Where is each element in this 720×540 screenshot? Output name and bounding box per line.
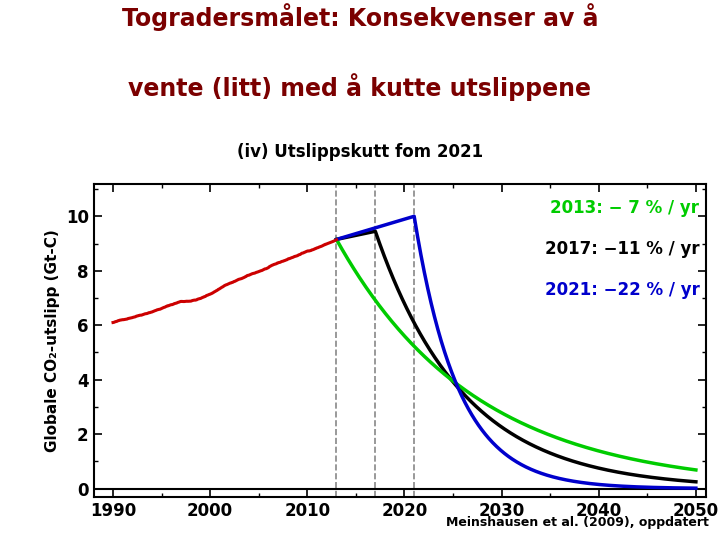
Text: 2013: − 7 % / yr: 2013: − 7 % / yr bbox=[551, 199, 700, 217]
Text: 2021: −22 % / yr: 2021: −22 % / yr bbox=[544, 281, 700, 299]
Text: vente (litt) med å kutte utslippene: vente (litt) med å kutte utslippene bbox=[128, 73, 592, 101]
Y-axis label: Globale CO₂-utslipp (Gt-C): Globale CO₂-utslipp (Gt-C) bbox=[45, 229, 60, 451]
Text: 2017: −11 % / yr: 2017: −11 % / yr bbox=[545, 240, 700, 258]
Text: Meinshausen et al. (2009), oppdatert: Meinshausen et al. (2009), oppdatert bbox=[446, 516, 709, 529]
Text: (iv) Utslippskutt fom 2021: (iv) Utslippskutt fom 2021 bbox=[237, 143, 483, 161]
Text: Togradersmålet: Konsekvenser av å: Togradersmålet: Konsekvenser av å bbox=[122, 3, 598, 31]
